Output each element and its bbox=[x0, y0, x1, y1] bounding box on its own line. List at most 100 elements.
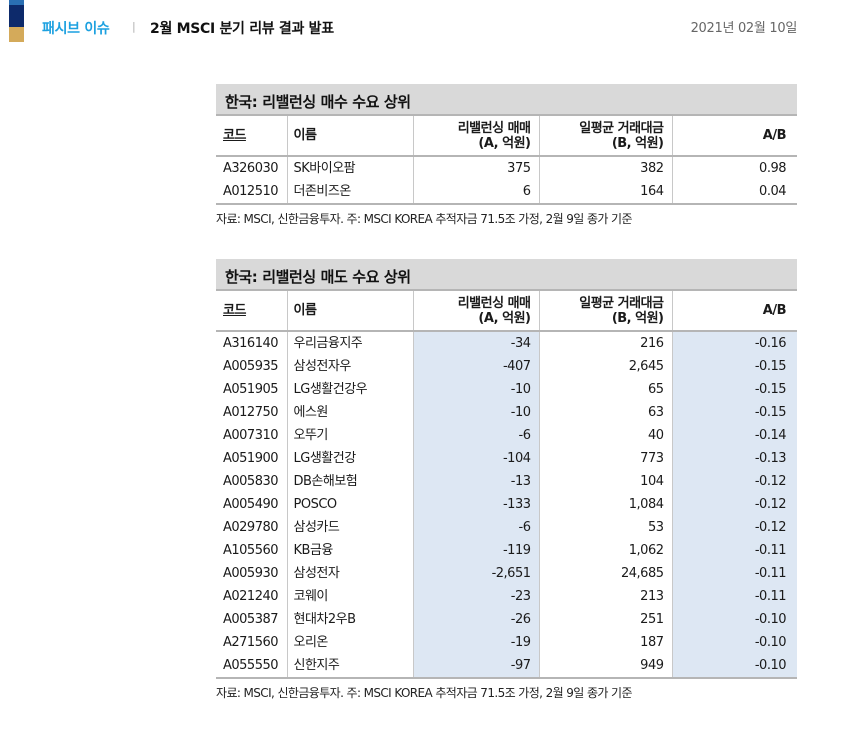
cell-code: A105560 bbox=[223, 543, 279, 558]
cell-ratio: -0.11 bbox=[671, 585, 797, 608]
cell-rebalancing: -104 bbox=[412, 447, 539, 470]
cell-rebalancing: -26 bbox=[412, 608, 539, 631]
table-header-row: 코드 이름 리밸런싱 매매 (A, 억원) 일평균 거래대금 (B, 억원) A/B bbox=[216, 116, 797, 157]
cell-avg-volume: 164 bbox=[538, 180, 672, 205]
cell-name: 오뚜기 bbox=[286, 424, 413, 447]
col-header-rebalancing-line1: 리밸런싱 매매 bbox=[457, 120, 531, 136]
cell-avg-volume: 187 bbox=[538, 631, 672, 654]
cell-code: A271560 bbox=[223, 635, 279, 650]
col-header-avg-volume: 일평균 거래대금 (B, 억원) bbox=[538, 116, 672, 157]
cell-name: 우리금융지주 bbox=[286, 331, 413, 355]
cell-avg-volume: 216 bbox=[538, 331, 672, 355]
cell-avg-volume: 104 bbox=[538, 470, 672, 493]
cell-rebalancing: 375 bbox=[412, 156, 539, 180]
buy-demand-table: 코드 이름 리밸런싱 매매 (A, 억원) 일평균 거래대금 (B, 억원) A/B… bbox=[216, 116, 797, 205]
cell-avg-volume: 53 bbox=[538, 516, 672, 539]
cell-code: A005935 bbox=[223, 359, 279, 374]
cell-code: A005387 bbox=[223, 612, 279, 627]
cell-ratio: -0.12 bbox=[671, 470, 797, 493]
cell-code: A316140 bbox=[223, 336, 279, 351]
cell-ratio: -0.11 bbox=[671, 539, 797, 562]
cell-name: POSCO bbox=[286, 493, 413, 516]
cell-name: 삼성전자 bbox=[286, 562, 413, 585]
cell-code: A012510 bbox=[216, 180, 287, 205]
cell-avg-volume: 24,685 bbox=[538, 562, 672, 585]
cell-rebalancing: -119 bbox=[412, 539, 539, 562]
cell-code: A012750 bbox=[223, 405, 279, 420]
cell-rebalancing: -13 bbox=[412, 470, 539, 493]
cell-avg-volume: 1,062 bbox=[538, 539, 672, 562]
cell-avg-volume: 65 bbox=[538, 378, 672, 401]
cell-avg-volume: 773 bbox=[538, 447, 672, 470]
cell-name: LG생활건강 bbox=[286, 447, 413, 470]
cell-name: 신한지주 bbox=[286, 654, 413, 679]
sell-table-source-note: 자료: MSCI, 신한금융투자. 주: MSCI KOREA 추적자금 71.… bbox=[216, 686, 633, 700]
header-bar-accent bbox=[9, 0, 24, 5]
cell-avg-volume: 382 bbox=[538, 156, 672, 180]
col-header-avg-volume-line1: 일평균 거래대금 bbox=[579, 295, 664, 311]
sell-table-title: 한국: 리밸런싱 매도 수요 상위 bbox=[216, 259, 797, 291]
col-header-name: 이름 bbox=[286, 116, 413, 157]
cell-ratio: -0.12 bbox=[671, 493, 797, 516]
header-separator: | bbox=[132, 20, 136, 33]
table-row: A051900 LG생활건강 -104 773 -0.13 bbox=[216, 447, 797, 470]
table-row: A005490 POSCO -133 1,084 -0.12 bbox=[216, 493, 797, 516]
cell-name: 현대차2우B bbox=[286, 608, 413, 631]
cell-code: A051905 bbox=[223, 382, 279, 397]
table-row: A005830 DB손해보험 -13 104 -0.12 bbox=[216, 470, 797, 493]
cell-ratio: -0.15 bbox=[671, 378, 797, 401]
sell-table-body: A316140 우리금융지주 -34 216 -0.16 A005935 삼성전자우 -40… bbox=[216, 331, 797, 679]
cell-avg-volume: 1,084 bbox=[538, 493, 672, 516]
cell-code: A021240 bbox=[223, 589, 279, 604]
cell-rebalancing: 6 bbox=[412, 180, 539, 205]
cell-avg-volume: 213 bbox=[538, 585, 672, 608]
cell-name: LG생활건강우 bbox=[286, 378, 413, 401]
cell-name: 코웨이 bbox=[286, 585, 413, 608]
cell-name: DB손해보험 bbox=[286, 470, 413, 493]
table-row: A029780 삼성카드 -6 53 -0.12 bbox=[216, 516, 797, 539]
cell-avg-volume: 251 bbox=[538, 608, 672, 631]
cell-rebalancing: -407 bbox=[412, 355, 539, 378]
table-row: A051905 LG생활건강우 -10 65 -0.15 bbox=[216, 378, 797, 401]
cell-name: 더존비즈온 bbox=[286, 180, 413, 205]
col-header-ratio: A/B bbox=[671, 116, 797, 157]
cell-name: 삼성카드 bbox=[286, 516, 413, 539]
cell-code: A326030 bbox=[223, 161, 279, 176]
col-header-ratio: A/B bbox=[671, 291, 797, 332]
table-row: A021240 코웨이 -23 213 -0.11 bbox=[216, 585, 797, 608]
page-title: 2월 MSCI 분기 리뷰 결과 발표 bbox=[150, 21, 334, 37]
cell-code: A055550 bbox=[216, 654, 287, 679]
cell-rebalancing: -34 bbox=[412, 331, 539, 355]
cell-ratio: 0.04 bbox=[671, 180, 797, 205]
cell-rebalancing: -133 bbox=[412, 493, 539, 516]
col-header-avg-volume: 일평균 거래대금 (B, 억원) bbox=[538, 291, 672, 332]
cell-ratio: -0.13 bbox=[671, 447, 797, 470]
cell-name: SK바이오팜 bbox=[286, 156, 413, 180]
table-row: A005935 삼성전자우 -407 2,645 -0.15 bbox=[216, 355, 797, 378]
table-row: A007310 오뚜기 -6 40 -0.14 bbox=[216, 424, 797, 447]
cell-avg-volume: 949 bbox=[538, 654, 672, 679]
cell-name: 오리온 bbox=[286, 631, 413, 654]
cell-name: KB금융 bbox=[286, 539, 413, 562]
header-bar-navy bbox=[9, 5, 24, 27]
col-header-rebalancing: 리밸런싱 매매 (A, 억원) bbox=[412, 291, 539, 332]
col-header-rebalancing-line2: (A, 억원) bbox=[478, 135, 531, 151]
table-row: A316140 우리금융지주 -34 216 -0.16 bbox=[216, 331, 797, 355]
col-header-rebalancing-line2: (A, 억원) bbox=[478, 310, 531, 326]
cell-ratio: -0.10 bbox=[671, 654, 797, 679]
table-row: A326030 SK바이오팜 375 382 0.98 bbox=[216, 156, 797, 180]
table-row: A012750 에스원 -10 63 -0.15 bbox=[216, 401, 797, 424]
table-row: A005387 현대차2우B -26 251 -0.10 bbox=[216, 608, 797, 631]
cell-name: 에스원 bbox=[286, 401, 413, 424]
cell-code: A051900 bbox=[223, 451, 279, 466]
cell-code: A005930 bbox=[223, 566, 279, 581]
table-row: A005930 삼성전자 -2,651 24,685 -0.11 bbox=[216, 562, 797, 585]
cell-ratio: -0.16 bbox=[671, 331, 797, 355]
table-row: A012510 더존비즈온 6 164 0.04 bbox=[216, 180, 797, 205]
cell-rebalancing: -19 bbox=[412, 631, 539, 654]
col-header-avg-volume-line2: (B, 억원) bbox=[611, 135, 664, 151]
cell-ratio: -0.10 bbox=[671, 608, 797, 631]
col-header-rebalancing: 리밸런싱 매매 (A, 억원) bbox=[412, 116, 539, 157]
section-label: 패시브 이슈 bbox=[42, 21, 110, 37]
buy-demand-table-block: 한국: 리밸런싱 매수 수요 상위 코드 이름 리밸런싱 매매 (A, 억원) 일… bbox=[216, 84, 797, 227]
